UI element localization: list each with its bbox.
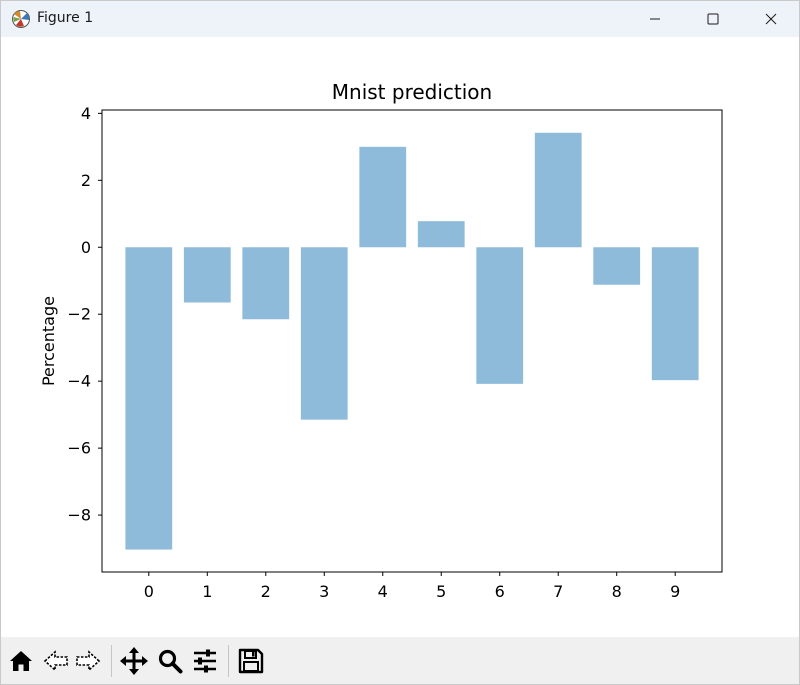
save-icon bbox=[238, 648, 264, 674]
zoom-icon bbox=[158, 649, 183, 674]
navigation-toolbar bbox=[1, 637, 799, 684]
title-bar[interactable]: Figure 1 bbox=[1, 1, 799, 37]
y-tick-label: 2 bbox=[81, 171, 91, 190]
y-axis-label: Percentage bbox=[39, 296, 58, 386]
forward-button[interactable] bbox=[73, 646, 103, 676]
matplotlib-icon bbox=[12, 10, 30, 28]
x-tick-label: 4 bbox=[378, 582, 388, 601]
pan-icon bbox=[120, 647, 148, 675]
x-tick-label: 1 bbox=[202, 582, 212, 601]
y-tick-label: 0 bbox=[81, 238, 91, 257]
y-tick-label: −6 bbox=[67, 439, 91, 458]
x-tick-label: 5 bbox=[436, 582, 446, 601]
forward-icon bbox=[76, 650, 101, 672]
back-icon bbox=[43, 650, 68, 672]
bar-7 bbox=[534, 132, 582, 248]
toolbar-separator bbox=[111, 645, 112, 677]
x-tick-label: 7 bbox=[553, 582, 563, 601]
bar-2 bbox=[242, 247, 290, 320]
x-tick-label: 9 bbox=[670, 582, 680, 601]
bar-5 bbox=[417, 221, 465, 248]
maximize-icon bbox=[707, 13, 719, 25]
maximize-button[interactable] bbox=[684, 1, 742, 37]
y-tick-label: 4 bbox=[81, 104, 91, 123]
home-button[interactable] bbox=[6, 646, 36, 676]
x-tick-label: 6 bbox=[495, 582, 505, 601]
y-tick-label: −8 bbox=[67, 506, 91, 525]
pan-button[interactable] bbox=[119, 646, 149, 676]
bar-1 bbox=[183, 247, 231, 303]
minimize-icon bbox=[650, 18, 660, 20]
x-axis: 0 1 2 3 4 5 6 7 8 9 bbox=[144, 572, 680, 601]
bar-4 bbox=[359, 146, 407, 248]
zoom-button[interactable] bbox=[155, 646, 185, 676]
configure-subplots-icon bbox=[194, 649, 216, 673]
bars-group bbox=[125, 132, 699, 550]
x-tick-label: 2 bbox=[261, 582, 271, 601]
bar-9 bbox=[651, 247, 699, 381]
chart-title: Mnist prediction bbox=[332, 80, 492, 104]
back-button[interactable] bbox=[41, 646, 71, 676]
x-tick-label: 8 bbox=[612, 582, 622, 601]
y-axis: 4 2 0 −2 −4 −6 −8 bbox=[67, 104, 102, 525]
bar-0 bbox=[125, 247, 173, 550]
x-tick-label: 0 bbox=[144, 582, 154, 601]
toolbar-separator bbox=[228, 645, 229, 677]
bar-8 bbox=[593, 247, 641, 285]
y-tick-label: −4 bbox=[67, 372, 91, 391]
x-tick-label: 3 bbox=[319, 582, 329, 601]
window-title: Figure 1 bbox=[37, 10, 94, 26]
home-icon bbox=[10, 651, 32, 671]
close-button[interactable] bbox=[742, 1, 800, 37]
y-tick-label: −2 bbox=[67, 305, 91, 324]
bar-3 bbox=[300, 247, 348, 420]
plot-frame bbox=[101, 109, 723, 573]
save-button[interactable] bbox=[236, 646, 266, 676]
bar-6 bbox=[476, 247, 524, 384]
minimize-button[interactable] bbox=[626, 1, 684, 37]
configure-subplots-button[interactable] bbox=[190, 646, 220, 676]
close-icon bbox=[765, 13, 777, 25]
